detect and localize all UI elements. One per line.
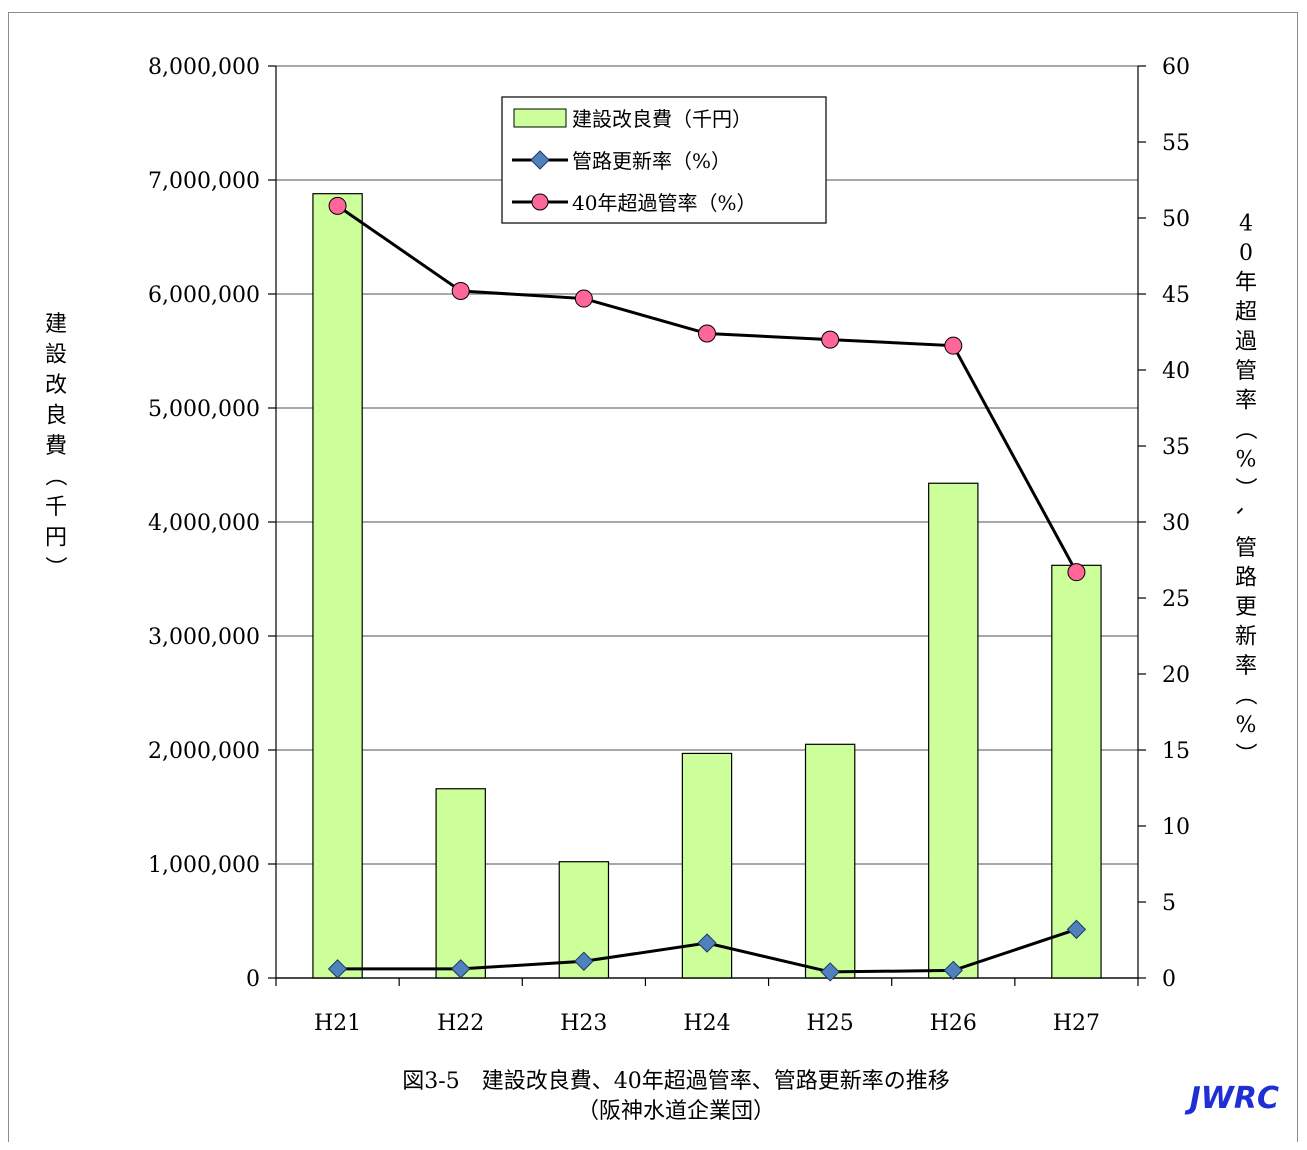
right-tick-label: 55 bbox=[1162, 131, 1190, 156]
marker-renewal-rate-H27 bbox=[1066, 919, 1087, 940]
marker-aged-pipe-rate-H27 bbox=[1067, 563, 1086, 582]
axis-title-glyph: 更 bbox=[1235, 595, 1257, 620]
axis-title-glyph: （ bbox=[42, 464, 67, 486]
bar-construction-cost-H25 bbox=[804, 743, 856, 979]
right-tick-label: 50 bbox=[1162, 207, 1190, 232]
marker-aged-pipe-rate-H24 bbox=[698, 324, 716, 343]
x-tick-label: H26 bbox=[930, 1011, 977, 1036]
axis-title-glyph: ） bbox=[1232, 742, 1257, 764]
axes bbox=[268, 65, 1146, 986]
axis-title-glyph: % bbox=[1236, 713, 1257, 738]
axis-title-glyph: 0 bbox=[1239, 241, 1253, 266]
bar-construction-cost-H22 bbox=[435, 788, 486, 979]
marker-renewal-rate-H22 bbox=[451, 959, 471, 979]
left-tick-label: 7,000,000 bbox=[148, 169, 260, 194]
legend-circle-marker bbox=[531, 193, 549, 211]
legend-diamond-marker bbox=[530, 150, 550, 170]
legend-label-renewal-rate: 管路更新率（%） bbox=[572, 149, 731, 173]
right-tick-label: 40 bbox=[1162, 359, 1190, 384]
axis-title-glyph: 超 bbox=[1235, 300, 1257, 325]
axis-title-glyph: 率 bbox=[1235, 654, 1257, 679]
axis-title-glyph: 過 bbox=[1235, 330, 1257, 355]
chart-frame bbox=[8, 12, 1298, 1142]
left-tick-label: 5,000,000 bbox=[148, 397, 260, 422]
right-tick-label: 30 bbox=[1162, 511, 1190, 536]
legend-label-construction-cost: 建設改良費（千円） bbox=[572, 107, 752, 131]
left-tick-label: 6,000,000 bbox=[148, 283, 260, 308]
x-tick-label: H25 bbox=[807, 1011, 854, 1036]
marker-renewal-rate-H23 bbox=[574, 951, 594, 971]
x-tick-labels: H21 H22 H23 H24 H25 H26 H27 bbox=[314, 1011, 1100, 1036]
right-tick-label: 25 bbox=[1162, 587, 1190, 612]
right-tick-label: 20 bbox=[1162, 663, 1190, 688]
right-tick-label: 60 bbox=[1162, 55, 1190, 80]
x-tick-label: H21 bbox=[314, 1011, 361, 1036]
x-tick-label: H27 bbox=[1053, 1011, 1100, 1036]
axis-title-glyph: 年 bbox=[1235, 271, 1257, 296]
marker-renewal-rate-H24 bbox=[697, 933, 717, 953]
left-tick-label: 2,000,000 bbox=[148, 739, 260, 764]
axis-title-glyph: 費 bbox=[45, 434, 67, 459]
marker-aged-pipe-rate-H22 bbox=[451, 281, 470, 300]
marker-renewal-rate-H26 bbox=[943, 960, 963, 981]
left-axis-title: 建設改良費 （ 千円 ） bbox=[42, 312, 67, 578]
jwrc-logo: JWRC bbox=[1185, 1081, 1279, 1116]
left-tick-label: 4,000,000 bbox=[148, 511, 260, 536]
marker-aged-pipe-rate-H25 bbox=[821, 330, 840, 349]
bar-construction-cost-H21 bbox=[312, 193, 363, 979]
legend: 建設改良費（千円） 管路更新率（%） 40年超過管率（%） bbox=[501, 96, 827, 224]
right-tick-label: 15 bbox=[1162, 739, 1190, 764]
axis-title-glyph: 円 bbox=[45, 526, 67, 551]
axis-title-glyph: 、 bbox=[1232, 506, 1257, 528]
right-tick-label: 45 bbox=[1162, 283, 1190, 308]
axis-title-glyph: 設 bbox=[45, 343, 67, 368]
figure-source: （阪神水道企業団） bbox=[577, 1099, 775, 1124]
x-tick-label: H23 bbox=[560, 1011, 607, 1036]
left-tick-labels: 0 1,000,000 2,000,000 3,000,000 4,000,000 5,0… bbox=[148, 55, 260, 992]
legend-bar-swatch bbox=[513, 108, 567, 128]
x-tick-label: H24 bbox=[683, 1011, 730, 1036]
axis-title-glyph: （ bbox=[1232, 683, 1257, 705]
axis-title-glyph: 4 bbox=[1239, 212, 1253, 237]
right-tick-label: 35 bbox=[1162, 435, 1190, 460]
x-tick-label: H22 bbox=[437, 1011, 484, 1036]
right-tick-labels: 0 5 10 15 20 25 30 35 40 45 50 55 60 bbox=[1162, 55, 1190, 992]
left-tick-label: 0 bbox=[246, 967, 260, 992]
axis-title-glyph: ） bbox=[1232, 477, 1257, 499]
bar-construction-cost-H26 bbox=[928, 482, 979, 979]
bar-construction-cost-H27 bbox=[1051, 564, 1102, 979]
marker-aged-pipe-rate-H23 bbox=[574, 289, 593, 308]
axis-title-glyph: 管 bbox=[1235, 359, 1257, 384]
left-tick-label: 8,000,000 bbox=[148, 55, 260, 80]
axis-title-glyph: （ bbox=[1232, 418, 1257, 440]
axis-title-glyph: 路 bbox=[1235, 566, 1257, 591]
axis-title-glyph: 改 bbox=[45, 373, 67, 398]
left-tick-label: 3,000,000 bbox=[148, 625, 260, 650]
figure-caption: 図3-5 建設改良費、40年超過管率、管路更新率の推移 bbox=[402, 1069, 949, 1094]
marker-aged-pipe-rate-H21 bbox=[328, 196, 347, 215]
axis-title-glyph: 管 bbox=[1235, 536, 1257, 561]
marker-aged-pipe-rate-H26 bbox=[944, 336, 963, 355]
line-series bbox=[327, 196, 1087, 982]
right-tick-label: 5 bbox=[1162, 891, 1176, 916]
axis-title-glyph: 千 bbox=[45, 495, 67, 520]
axis-title-glyph: 良 bbox=[45, 404, 67, 429]
marker-renewal-rate-H25 bbox=[820, 962, 840, 982]
axis-title-glyph: ） bbox=[42, 556, 67, 578]
left-tick-label: 1,000,000 bbox=[148, 853, 260, 878]
right-axis-title: 40年超過管率（%）、管路更新率（%） bbox=[1232, 212, 1257, 765]
marker-renewal-rate-H21 bbox=[327, 959, 348, 979]
axis-title-glyph: 建 bbox=[45, 312, 67, 337]
axis-title-glyph: 新 bbox=[1235, 625, 1257, 650]
axis-title-glyph: % bbox=[1236, 448, 1257, 473]
right-tick-label: 10 bbox=[1162, 815, 1190, 840]
right-tick-label: 0 bbox=[1162, 967, 1176, 992]
axis-title-glyph: 率 bbox=[1235, 389, 1257, 414]
legend-label-aged-pipe-rate: 40年超過管率（%） bbox=[572, 191, 756, 215]
